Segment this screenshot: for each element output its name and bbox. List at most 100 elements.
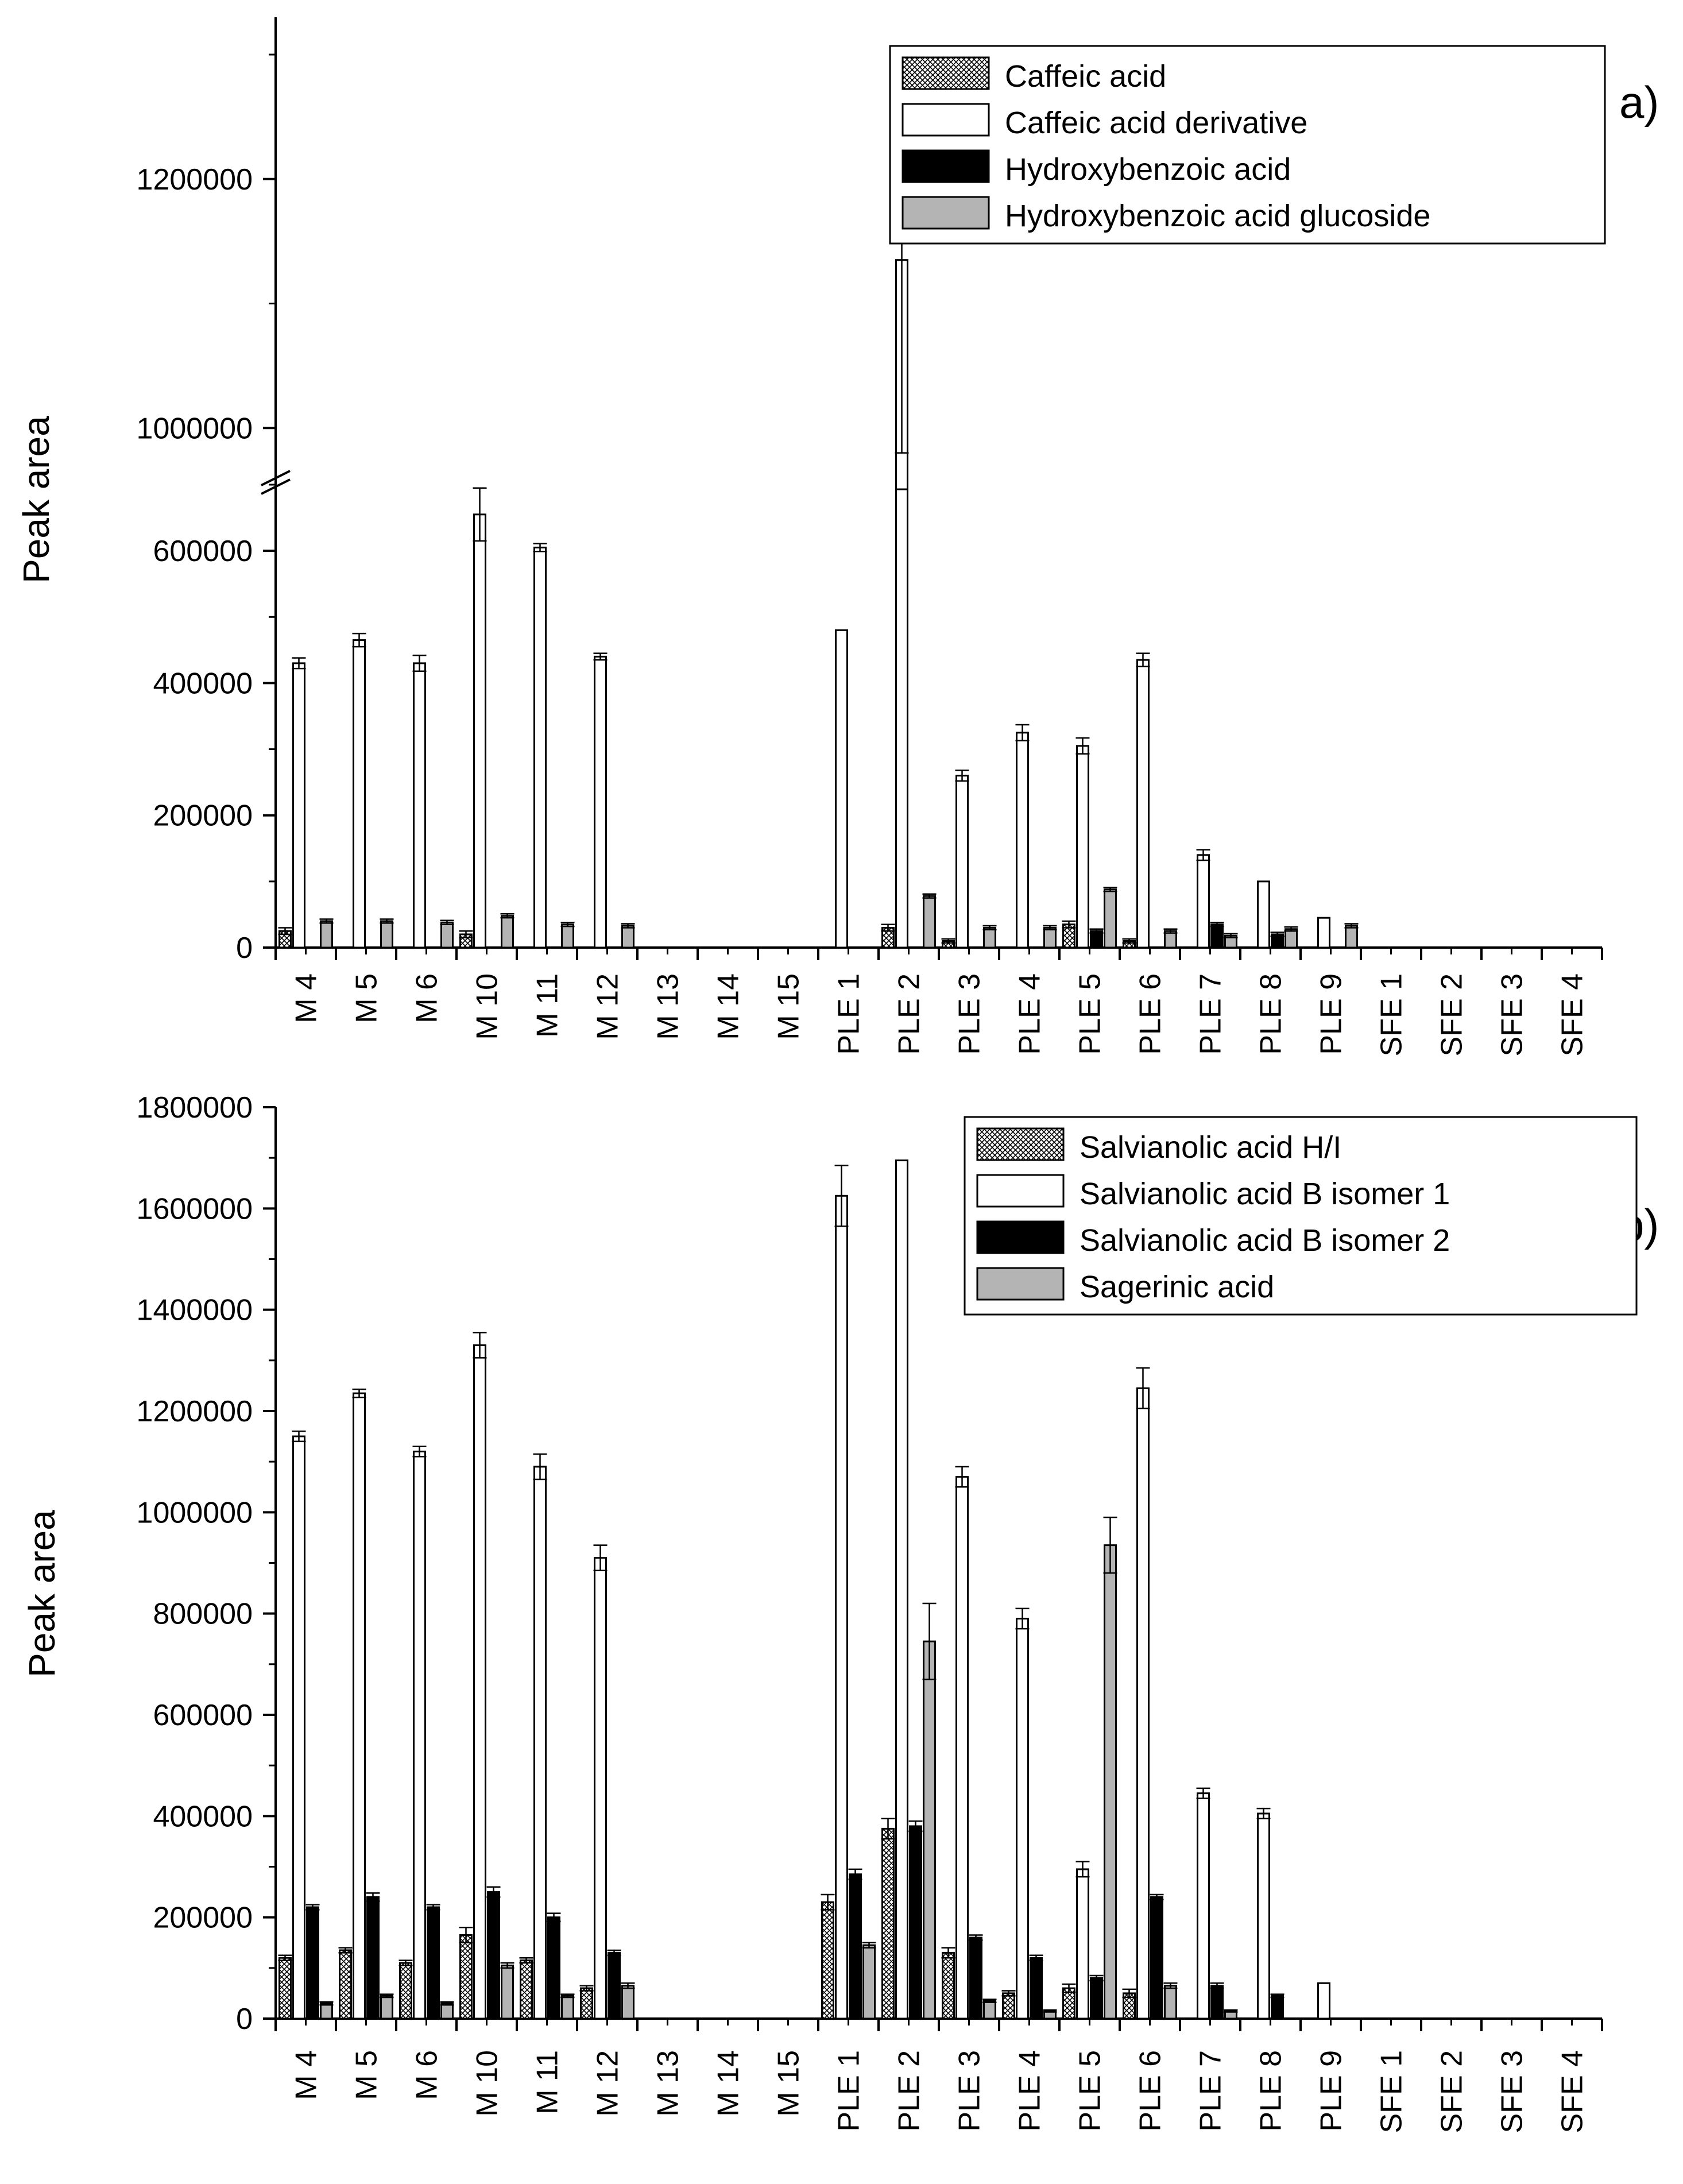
bar-salvianolic-acid-b-isomer-1 (292, 1431, 306, 2020)
bar-rect (923, 895, 936, 949)
y-tick-label: 1200000 (137, 1395, 253, 1428)
bar-salvianolic-acid-b-isomer-1 (412, 1445, 427, 2020)
x-tick-label: M 13 (652, 2050, 685, 2117)
bar-sagerinic-acid (1224, 2009, 1238, 2020)
x-tick-label: M 10 (471, 2050, 504, 2117)
bar-caffeic-acid-derivative (1196, 849, 1210, 949)
x-tick-label: M 5 (350, 2050, 384, 2100)
bar-rect (1076, 1868, 1089, 2020)
x-tick-label: M 6 (411, 973, 444, 1023)
x-tick-label: M 11 (531, 2050, 564, 2115)
x-tick-label: M 5 (350, 973, 384, 1023)
legend-item-salvianolic-acid-b-isomer-1: Salvianolic acid B isomer 1 (976, 1174, 1450, 1211)
bar-rect (380, 920, 393, 949)
bar-salvianolic-acid-h-i (398, 1959, 413, 2020)
legend-label: Salvianolic acid H/I (1080, 1130, 1341, 1165)
bar-rect (399, 1962, 412, 2020)
bar-salvianolic-acid-b-isomer-1 (473, 1332, 487, 2020)
x-tick-label: PLE 4 (1013, 2050, 1047, 2132)
bar-hydroxybenzoic-acid-glucoside (560, 921, 575, 949)
bar-rect (1016, 732, 1029, 949)
bar-rect (306, 1906, 319, 2020)
bar-salvianolic-acid-b-isomer-2 (607, 1949, 621, 2020)
bar-rect (1285, 928, 1298, 949)
legend-item-caffeic-acid-derivative: Caffeic acid derivative (902, 103, 1307, 140)
bar-caffeic-acid-derivative (473, 487, 487, 949)
bar-rect (473, 1344, 486, 2020)
y-tick-label: 0 (236, 2003, 253, 2036)
bar-rect (835, 629, 848, 949)
bar-rect (427, 1906, 440, 2020)
bar-sagerinic-acid (1163, 1982, 1178, 2020)
bar-rect (353, 639, 366, 949)
bar-rect (983, 926, 996, 949)
bar-rect (292, 1435, 305, 2020)
legend-swatch (902, 149, 990, 183)
legend-swatch (976, 1174, 1065, 1208)
bar-hydroxybenzoic-acid-glucoside (500, 913, 514, 949)
bar-caffeic-acid (1122, 938, 1136, 949)
bar-hydroxybenzoic-acid-glucoside (1163, 928, 1178, 949)
bar-rect (1257, 880, 1270, 949)
legend-swatch (976, 1220, 1065, 1254)
bar-salvianolic-acid-b-isomer-1 (1136, 1367, 1150, 2020)
x-tick-label: M 12 (591, 973, 625, 1040)
x-tick-label: SFE 4 (1556, 973, 1589, 1057)
bar-caffeic-acid-derivative (1257, 880, 1270, 949)
bar-rect (1164, 1985, 1177, 2020)
y-tick-label: 600000 (153, 1699, 253, 1732)
x-tick-label: PLE 5 (1074, 973, 1107, 1055)
legend-label: Hydroxybenzoic acid (1005, 152, 1291, 187)
legend-swatch (902, 103, 990, 137)
bar-salvianolic-acid-b-isomer-1 (1317, 1982, 1330, 2020)
bar-rect (320, 920, 333, 949)
bar-salvianolic-acid-h-i (821, 1893, 835, 2020)
legend-label: Sagerinic acid (1080, 1270, 1274, 1304)
bar-salvianolic-acid-b-isomer-2 (1210, 1982, 1224, 2020)
x-tick-label: M 13 (652, 973, 685, 1040)
bar-rect (955, 1476, 969, 2020)
bar-hydroxybenzoic-acid-glucoside (1284, 926, 1298, 949)
bar-rect (849, 1873, 862, 2020)
y-tick-label: 1600000 (137, 1192, 253, 1226)
legend-box (964, 1116, 1638, 1316)
bar-rect (380, 1994, 393, 2020)
bar-hydroxybenzoic-acid (1210, 921, 1224, 949)
bar-hydroxybenzoic-acid-glucoside (1224, 933, 1238, 949)
bar-salvianolic-acid-b-isomer-2 (908, 1820, 923, 2020)
bar-rect (1197, 854, 1210, 949)
x-tick-label: PLE 5 (1074, 2050, 1107, 2132)
bars-a (278, 66, 1359, 949)
y-tick-label: 1800000 (137, 1091, 253, 1124)
legend-box (889, 45, 1606, 245)
bar-rect (1210, 923, 1224, 949)
y-tick-label: 800000 (153, 1598, 253, 1631)
bar-salvianolic-acid-b-isomer-2 (486, 1886, 501, 2020)
y-tick-label: 600000 (153, 535, 253, 568)
y-axis-title-a: Peak area (16, 416, 57, 583)
legend-a: Caffeic acid Caffeic acid derivative Hydro… (889, 45, 1606, 245)
bar-salvianolic-acid-b-isomer-1 (1256, 1807, 1271, 2020)
bar-caffeic-acid (278, 927, 292, 949)
bar-salvianolic-acid-b-isomer-2 (366, 1892, 380, 2020)
bar-rect (533, 546, 547, 949)
bar-caffeic-acid-derivative (1015, 724, 1030, 949)
x-tick-label: M 11 (531, 973, 564, 1038)
bar-caffeic-acid-derivative (533, 543, 547, 949)
bar-salvianolic-acid-h-i (1001, 1990, 1016, 2020)
x-tick-label: M 10 (471, 973, 504, 1040)
x-tick-label: PLE 9 (1315, 973, 1348, 1055)
bar-rect (1043, 926, 1057, 949)
x-tick-label: PLE 9 (1315, 2050, 1348, 2132)
bar-hydroxybenzoic-acid-glucoside (319, 918, 334, 949)
bar-rect (1345, 925, 1358, 949)
y-tick-label: 1000000 (137, 1496, 253, 1529)
bar-rect (1104, 1544, 1117, 2020)
bar-caffeic-acid-derivative (1317, 917, 1330, 949)
bar-rect (520, 1959, 533, 2020)
bar-rect (1090, 1977, 1103, 2020)
bar-rect (969, 1936, 982, 2020)
bar-rect (501, 1964, 514, 2020)
bar-rect (561, 1994, 574, 2020)
